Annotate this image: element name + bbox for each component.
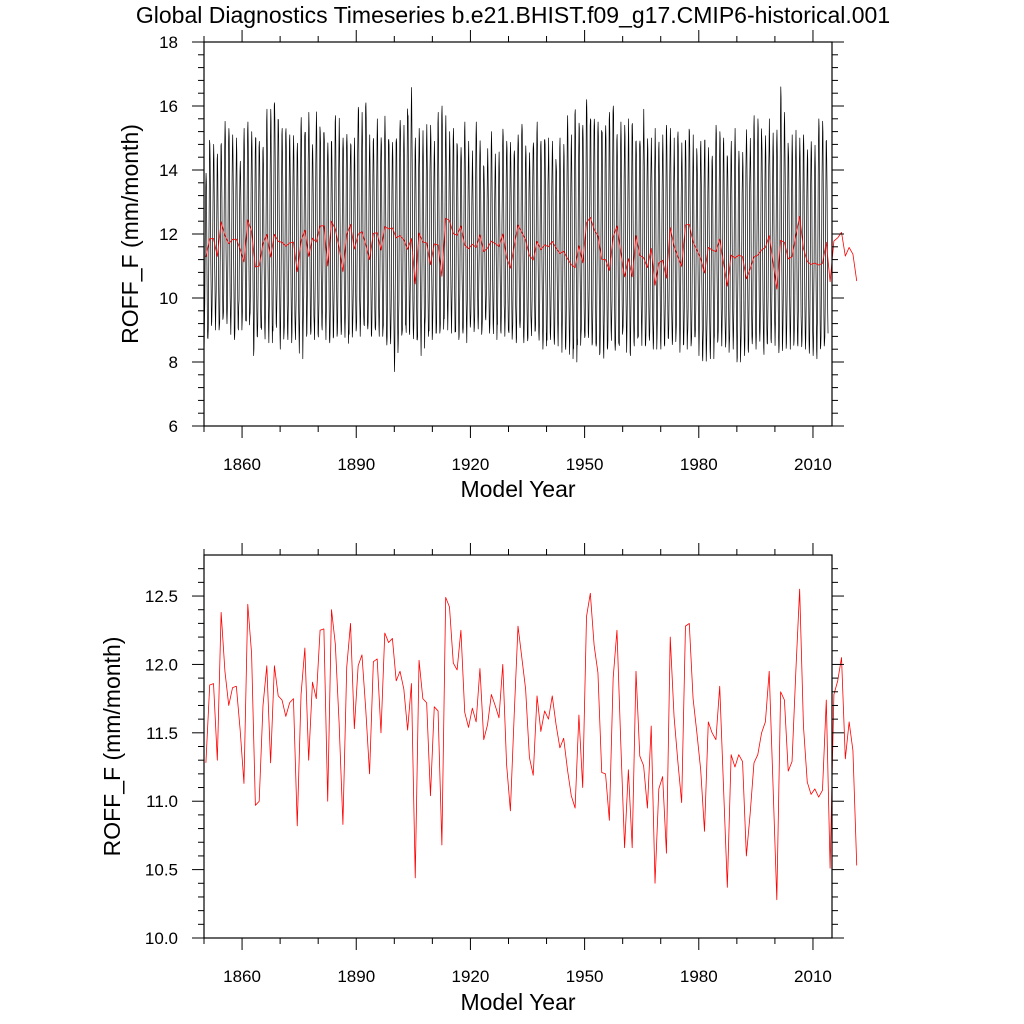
y-tick-label: 10: [159, 289, 178, 308]
y-tick-label: 10.0: [145, 929, 178, 948]
y-axis-title: ROFF_F (mm/month): [117, 124, 143, 344]
x-tick-label: 2010: [794, 967, 832, 986]
y-tick-label: 11.5: [146, 724, 178, 743]
top-panel: 1860 1890 1920 1950 1980 2010 6 8 10 12 14 16 18 Mode…: [117, 30, 858, 502]
x-tick-label: 1890: [337, 967, 375, 986]
y-tick-label: 16: [159, 97, 178, 116]
y-tick-label: 6: [169, 417, 178, 436]
x-tick-label: 1980: [680, 455, 718, 474]
series-line-annual-mean: [205, 588, 858, 901]
y-axis-title: ROFF_F (mm/month): [99, 637, 125, 857]
x-axis-title: Model Year: [460, 476, 575, 502]
series-line-monthly: [203, 86, 829, 372]
x-tick-label: 1980: [680, 967, 718, 986]
y-tick-label: 12.0: [145, 655, 178, 674]
series-line-annual-mean: [205, 215, 858, 290]
y-tick-label: 18: [159, 33, 178, 52]
x-tick-label: 1860: [223, 967, 261, 986]
y-tick-label: 12.5: [145, 587, 178, 606]
y-tick-label: 8: [169, 353, 178, 372]
x-axis-title: Model Year: [460, 989, 575, 1015]
x-tick-label: 2010: [794, 455, 832, 474]
figure-title: Global Diagnostics Timeseries b.e21.BHIS…: [136, 2, 890, 28]
x-tick-label: 1950: [566, 455, 604, 474]
y-tick-label: 10.5: [145, 861, 178, 880]
y-tick-label: 11.0: [146, 792, 178, 811]
x-tick-label: 1920: [452, 455, 490, 474]
x-tick-label: 1860: [223, 455, 261, 474]
y-tick-label: 14: [159, 161, 178, 180]
x-tick-label: 1890: [337, 455, 375, 474]
x-tick-label: 1920: [452, 967, 490, 986]
y-tick-label: 12: [159, 225, 178, 244]
bottom-panel: 1860 1890 1920 1950 1980 2010 10.0 10.5 11.0 11.5…: [99, 543, 858, 1015]
x-tick-label: 1950: [566, 967, 604, 986]
